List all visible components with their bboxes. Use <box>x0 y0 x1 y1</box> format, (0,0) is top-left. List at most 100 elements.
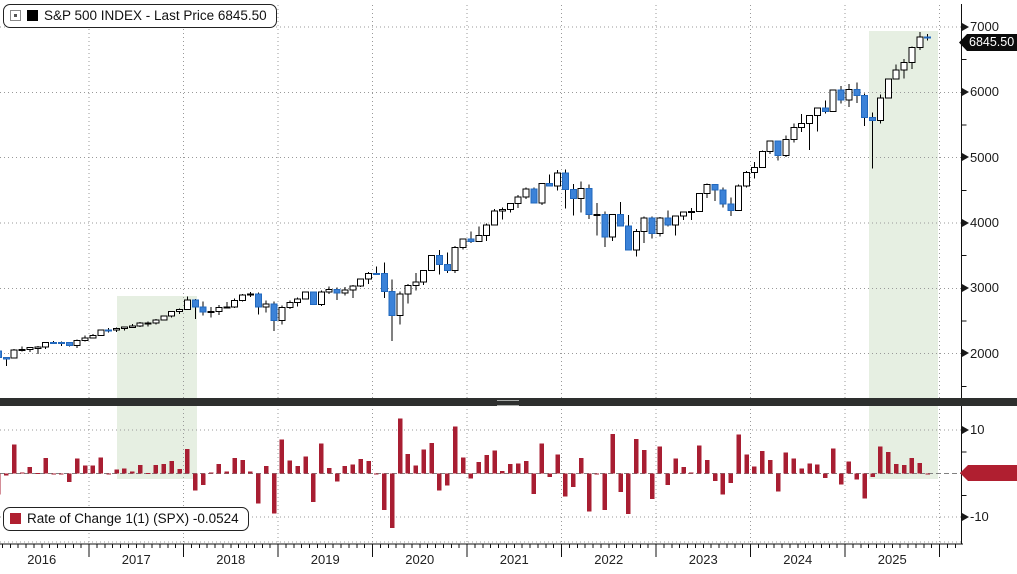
candle <box>924 33 932 41</box>
divider-grip-icon[interactable] <box>497 400 519 406</box>
candle-body <box>246 293 254 296</box>
roc-legend-label: Rate of Change 1(1) (SPX) -0.0524 <box>27 511 239 526</box>
roc-bar <box>421 449 426 474</box>
candle-body <box>26 346 34 350</box>
roc-bar <box>256 473 261 504</box>
roc-legend[interactable]: Rate of Change 1(1) (SPX) -0.0524 <box>3 507 249 531</box>
candle <box>294 297 302 307</box>
roc-bar <box>263 465 269 474</box>
candle <box>475 226 483 243</box>
roc-bar <box>137 465 143 474</box>
candle <box>719 187 727 208</box>
candle <box>766 140 774 155</box>
roc-bar <box>649 473 655 500</box>
candle <box>624 215 632 251</box>
candle-body <box>664 217 672 226</box>
candle <box>538 182 546 205</box>
candle-body <box>601 213 609 238</box>
roc-bar <box>366 461 371 474</box>
candle-body <box>113 328 121 331</box>
year-label: 2022 <box>594 552 624 567</box>
candle <box>459 238 467 250</box>
roc-bar <box>547 473 552 478</box>
roc-bar <box>720 473 726 495</box>
candle-body <box>491 210 499 226</box>
panel-divider[interactable] <box>0 398 1017 406</box>
candle-body <box>703 184 711 195</box>
roc-bar <box>508 463 513 474</box>
candle-body <box>727 203 735 211</box>
candle <box>680 211 688 220</box>
price-axis-label: 5000 <box>962 150 999 165</box>
legend-expand-icon[interactable] <box>10 10 21 21</box>
candle-body <box>73 340 81 346</box>
roc-bar <box>767 460 773 474</box>
candle-body <box>372 272 380 275</box>
candle-body <box>876 97 884 122</box>
candle-body <box>892 69 900 80</box>
roc-axis-label: 10 <box>962 422 984 437</box>
candle-body <box>239 294 247 301</box>
roc-bar <box>846 461 852 474</box>
candle <box>569 184 577 216</box>
candle-body <box>680 211 688 217</box>
roc-bar <box>602 473 608 511</box>
candle <box>128 324 136 328</box>
candle-body <box>554 172 562 187</box>
roc-bar <box>539 443 545 474</box>
candle <box>695 193 703 212</box>
candle-body <box>577 187 585 200</box>
candle <box>916 32 924 50</box>
candle <box>467 231 475 244</box>
candle-body <box>128 325 136 328</box>
roc-bar <box>445 473 450 486</box>
candle-body <box>498 209 506 212</box>
candle <box>176 308 184 315</box>
candle <box>585 184 593 219</box>
year-label: 2023 <box>688 552 718 567</box>
roc-bar <box>437 473 442 491</box>
roc-bar <box>169 461 174 474</box>
candle-body <box>506 203 514 211</box>
candle-body <box>309 291 317 306</box>
candle <box>372 266 380 275</box>
roc-bar <box>893 464 899 474</box>
roc-bar <box>11 444 17 474</box>
candle <box>632 229 640 257</box>
year-label: 2017 <box>121 552 151 567</box>
candle <box>703 183 711 198</box>
candle-body <box>136 322 144 327</box>
roc-bar <box>67 473 72 482</box>
roc-bar <box>791 458 797 474</box>
candle <box>758 150 766 169</box>
roc-bar <box>634 438 639 474</box>
candle-body <box>459 238 467 249</box>
spx-legend[interactable]: S&P 500 INDEX - Last Price 6845.50 <box>3 4 277 28</box>
candle <box>412 273 420 291</box>
candle-body <box>0 350 2 359</box>
candle-body <box>412 281 420 286</box>
candle <box>309 291 317 306</box>
roc-bar <box>287 460 293 474</box>
roc-bar <box>830 448 836 474</box>
candle <box>735 184 743 211</box>
candle-body <box>325 289 333 293</box>
candle <box>199 301 207 316</box>
candle-body <box>2 357 10 360</box>
roc-bar <box>153 465 159 474</box>
candle <box>884 78 892 99</box>
candle-body <box>388 290 396 316</box>
candle <box>191 299 199 319</box>
roc-bar <box>382 473 387 511</box>
roc-bar <box>673 458 678 474</box>
year-label: 2021 <box>499 552 529 567</box>
candle <box>743 171 751 188</box>
candle-body <box>514 196 522 205</box>
roc-bar <box>122 468 127 474</box>
candle-body <box>168 310 176 317</box>
roc-bar <box>468 473 474 479</box>
candle <box>325 286 333 294</box>
candle-body <box>593 213 601 217</box>
candle-body <box>428 255 436 272</box>
